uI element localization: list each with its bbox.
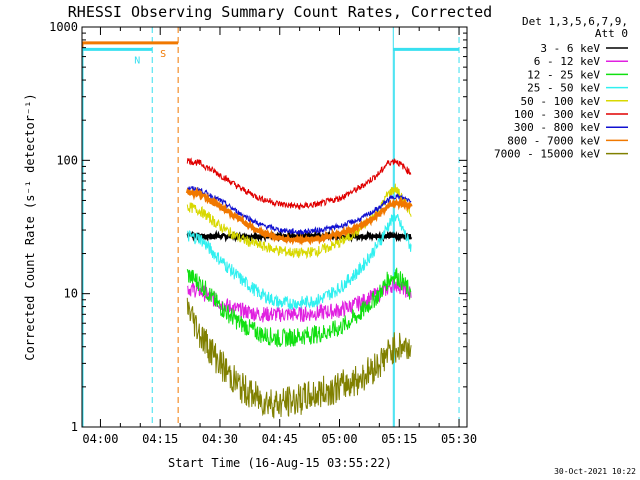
legend-label: 50 - 100 keV (521, 95, 601, 108)
x-tick-label: 05:00 (321, 432, 357, 446)
y-tick-label: 100 (56, 153, 78, 167)
x-tick-label: 05:30 (441, 432, 477, 446)
marker-label: S (160, 49, 166, 60)
y-tick-label: 1000 (49, 20, 78, 34)
x-tick-label: 04:15 (142, 432, 178, 446)
x-tick-label: 04:30 (202, 432, 238, 446)
timestamp: 30-Oct-2021 10:22 (554, 467, 636, 476)
series-group (185, 157, 413, 419)
legend-label: 300 - 800 keV (514, 121, 600, 134)
legend-label: 6 - 12 keV (534, 55, 601, 68)
legend-header-line1: Det 1,3,5,6,7,9, (522, 15, 628, 28)
legend-label: 3 - 6 keV (540, 42, 600, 55)
legend-label: 25 - 50 keV (527, 82, 600, 95)
x-tick-label: 04:45 (262, 432, 298, 446)
marker-label: N (134, 55, 140, 66)
y-tick-label: 10 (64, 287, 78, 301)
series-line (186, 157, 412, 210)
legend-label: 100 - 300 keV (514, 108, 600, 121)
series-line (185, 186, 413, 246)
series-line (186, 297, 412, 419)
y-axis: 1 10 100 1000 (49, 20, 467, 434)
x-tick-label: 05:15 (381, 432, 417, 446)
legend-label: 7000 - 15000 keV (494, 148, 600, 161)
x-axis: 04:00 04:15 04:30 04:45 05:00 05:15 05:30 (82, 27, 477, 446)
series-line (186, 183, 412, 260)
legend-header-line2: Att 0 (595, 27, 628, 40)
series-line (186, 267, 412, 348)
chart-title: RHESSI Observing Summary Count Rates, Co… (68, 3, 492, 21)
x-tick-label: 04:00 (82, 432, 118, 446)
y-tick-label: 1 (71, 420, 78, 434)
y-axis-label: Corrected Count Rate (s⁻¹ detector⁻¹) (23, 93, 37, 360)
legend-label: 800 - 7000 keV (507, 134, 600, 147)
plot-frame (81, 26, 468, 428)
series-line (187, 213, 412, 310)
legend-label: 12 - 25 keV (527, 68, 600, 81)
series-line (186, 186, 412, 236)
x-axis-label: Start Time (16-Aug-15 03:55:22) (168, 456, 392, 470)
